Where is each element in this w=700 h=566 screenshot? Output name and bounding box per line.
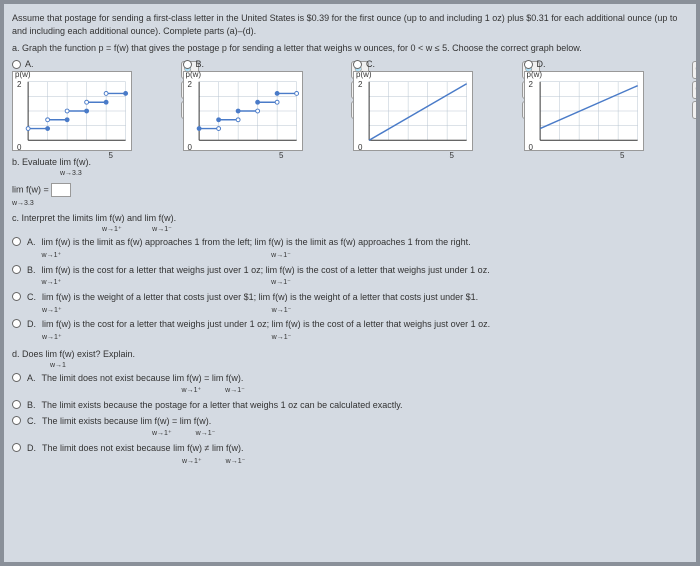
radio-c-b[interactable] xyxy=(12,265,21,274)
graphs-row: A. p(w) 2 0 5 🔍 🔍 ⛶ xyxy=(12,59,688,151)
radio-d-a[interactable] xyxy=(12,373,21,382)
choice-d-b: B.The limit exists because the postage f… xyxy=(12,400,688,412)
axis-origin: 0 xyxy=(17,143,21,152)
part-c: c. Interpret the limits lim f(w) and lim… xyxy=(12,213,688,233)
part-b: b. Evaluate lim f(w). w→3.3 xyxy=(12,157,688,177)
graph-d: p(w) 2 0 5 xyxy=(524,71,644,151)
choice-c-d: D.lim f(w) is the cost for a letter that… xyxy=(12,319,688,342)
answer-input[interactable] xyxy=(51,183,71,197)
radio-a[interactable] xyxy=(12,60,21,69)
option-label-d: D. xyxy=(537,59,546,69)
graph-option-b: B. p(w) 2 0 5 🔍🔍⛶ xyxy=(183,59,348,151)
choice-c-b: B.lim f(w) is the cost for a letter that… xyxy=(12,265,688,288)
graph-b: p(w) 2 0 5 xyxy=(183,71,303,151)
choice-d-c: C.The limit exists because lim f(w) = li… xyxy=(12,416,688,439)
radio-d-b[interactable] xyxy=(12,400,21,409)
graph-a: p(w) 2 0 5 xyxy=(12,71,132,151)
zoom-in-icon[interactable]: 🔍 xyxy=(692,61,696,79)
option-label-a: A. xyxy=(25,59,34,69)
radio-c-a[interactable] xyxy=(12,237,21,246)
axis-y-label: p(w) xyxy=(15,70,31,79)
radio-d-d[interactable] xyxy=(12,443,21,452)
choice-c-a: A.lim f(w) is the limit as f(w) approach… xyxy=(12,237,688,260)
choice-d-a: A.The limit does not exist because lim f… xyxy=(12,373,688,396)
part-d: d. Does lim f(w) exist? Explain. w→1 xyxy=(12,349,688,369)
radio-d-c[interactable] xyxy=(12,416,21,425)
choice-c-c: C.lim f(w) is the weight of a letter tha… xyxy=(12,292,688,315)
zoom-out-icon[interactable]: 🔍 xyxy=(692,81,696,99)
radio-b[interactable] xyxy=(183,60,192,69)
graph-option-a: A. p(w) 2 0 5 🔍 🔍 ⛶ xyxy=(12,59,177,151)
radio-c[interactable] xyxy=(353,60,362,69)
choice-d-d: D.The limit does not exist because lim f… xyxy=(12,443,688,466)
axis-x-max: 5 xyxy=(109,151,113,160)
graph-option-d: D. p(w) 2 0 5 🔍🔍⛶ xyxy=(524,59,689,151)
radio-d[interactable] xyxy=(524,60,533,69)
axis-y-max: 2 xyxy=(17,80,21,89)
option-label-c: C. xyxy=(366,59,375,69)
part-b-answer: lim f(w) = w→3.3 xyxy=(12,183,688,207)
graph-option-c: C. p(w) 2 0 5 🔍🔍⛶ xyxy=(353,59,518,151)
option-label-b: B. xyxy=(196,59,205,69)
expand-icon[interactable]: ⛶ xyxy=(692,101,696,119)
graph-c: p(w) 2 0 5 xyxy=(353,71,473,151)
radio-c-d[interactable] xyxy=(12,319,21,328)
part-a-label: a. Graph the function p = f(w) that give… xyxy=(12,43,688,53)
radio-c-c[interactable] xyxy=(12,292,21,301)
problem-intro: Assume that postage for sending a first-… xyxy=(12,12,688,37)
